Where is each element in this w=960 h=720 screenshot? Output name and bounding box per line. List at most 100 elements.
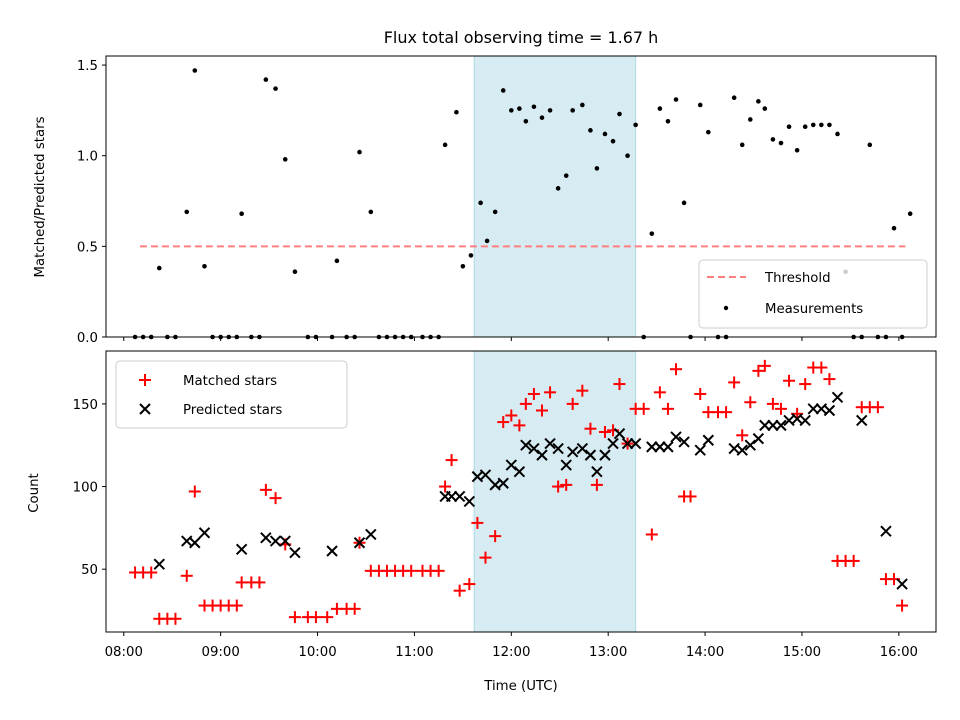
measurement-point bbox=[282, 157, 288, 162]
y-tick-label: 50 bbox=[81, 563, 98, 578]
predicted-star-point bbox=[189, 537, 201, 549]
measurement-point bbox=[731, 95, 737, 100]
measurement-point bbox=[454, 109, 459, 115]
matched-star-point bbox=[584, 422, 597, 435]
measurement-point bbox=[484, 238, 490, 244]
legend-predicted-swatch bbox=[139, 403, 151, 415]
predicted-star-point bbox=[694, 444, 706, 456]
matched-star-point bbox=[489, 530, 502, 543]
predicted-star-point bbox=[831, 391, 844, 403]
predicted-star-point bbox=[736, 444, 748, 456]
y-tick-label: 150 bbox=[73, 398, 98, 413]
measurement-point bbox=[810, 122, 816, 128]
predicted-star-point bbox=[607, 437, 619, 450]
measurement-point bbox=[610, 138, 616, 144]
matched-star-point bbox=[259, 483, 272, 496]
matched-star-point bbox=[823, 373, 836, 386]
matched-star-point bbox=[783, 374, 796, 387]
measurement-point bbox=[794, 147, 800, 153]
highlight-span-rect bbox=[473, 55, 637, 338]
predicted-star-point bbox=[775, 419, 787, 432]
measurement-point bbox=[706, 129, 711, 135]
x-tick-label: 09:00 bbox=[201, 645, 239, 660]
predicted-star-point bbox=[552, 442, 564, 455]
measurement-point bbox=[492, 209, 498, 215]
measurement-point bbox=[649, 231, 655, 236]
predicted-star-point bbox=[702, 434, 715, 446]
matched-star-point bbox=[145, 566, 158, 579]
matched-star-point bbox=[439, 480, 452, 493]
measurement-point bbox=[827, 122, 832, 128]
matched-star-point bbox=[766, 397, 779, 410]
predicted-star-point bbox=[744, 439, 757, 451]
measurement-point bbox=[468, 253, 474, 258]
measurement-point bbox=[697, 102, 703, 108]
matched-star-point bbox=[552, 480, 565, 493]
measurement-point bbox=[192, 68, 198, 73]
measurement-point bbox=[334, 258, 340, 264]
predicted-star-point bbox=[566, 446, 579, 458]
count-panel: 50 100 150 08:00 09:00 10:00 11:00 12:00 13:00 1… bbox=[27, 350, 937, 694]
matched-star-point bbox=[560, 478, 573, 491]
measurement-point bbox=[156, 265, 162, 271]
matched-star-point bbox=[497, 416, 510, 429]
measurement-point bbox=[184, 209, 190, 215]
predicted-star-point bbox=[823, 404, 836, 417]
matched-star-point bbox=[471, 516, 484, 529]
predicted-star-point bbox=[326, 545, 338, 557]
measurement-point bbox=[500, 88, 506, 93]
matched-star-point bbox=[432, 564, 445, 577]
measurement-point bbox=[835, 131, 840, 137]
predicted-star-point bbox=[365, 528, 377, 541]
predicted-star-point bbox=[235, 543, 248, 556]
predicted-star-point bbox=[260, 532, 272, 544]
matched-star-point bbox=[544, 386, 557, 399]
count-x-ticks: 08:00 09:00 10:00 11:00 12:00 13:00 14:00 15:00… bbox=[105, 632, 918, 660]
ratio-x-ticks bbox=[123, 337, 900, 341]
legend-matched-swatch bbox=[139, 374, 151, 386]
count-y-ticks: 50 100 150 bbox=[73, 398, 106, 578]
predicted-star-point bbox=[662, 441, 674, 453]
matched-star-point bbox=[613, 378, 626, 391]
x-tick-label: 16:00 bbox=[880, 645, 918, 660]
ratio-y-axis-label: Matched/Predicted stars bbox=[33, 116, 48, 277]
measurement-point bbox=[202, 263, 207, 269]
matched-star-point bbox=[453, 584, 466, 597]
x-tick-label: 12:00 bbox=[492, 645, 530, 660]
measurement-point bbox=[517, 106, 522, 111]
predicted-star-point bbox=[856, 414, 868, 427]
matched-star-point bbox=[463, 578, 476, 591]
predicted-star-point bbox=[153, 558, 165, 570]
measurement-point bbox=[665, 118, 671, 124]
measurement-point bbox=[357, 149, 362, 155]
measurement-point bbox=[580, 102, 585, 108]
measurement-point bbox=[442, 142, 448, 148]
measurement-point bbox=[292, 269, 298, 275]
matched-star-point bbox=[661, 402, 674, 415]
y-tick-label: 0.5 bbox=[77, 240, 98, 255]
measurement-point bbox=[891, 225, 897, 231]
measurement-point bbox=[770, 137, 776, 142]
matched-star-point bbox=[847, 554, 860, 567]
matched-star-point bbox=[815, 361, 828, 374]
matched-star-point bbox=[653, 386, 666, 399]
matched-star-point bbox=[645, 528, 658, 541]
predicted-star-point bbox=[269, 535, 282, 547]
x-tick-label: 13:00 bbox=[589, 645, 627, 660]
predicted-star-point bbox=[576, 442, 589, 455]
matched-star-point bbox=[576, 384, 589, 397]
predicted-star-point bbox=[463, 495, 476, 508]
measurement-point bbox=[509, 108, 514, 113]
ratio-y-ticks: 0.0 0.5 1.0 1.5 bbox=[77, 59, 106, 346]
matched-star-point bbox=[230, 599, 243, 612]
measurement-point bbox=[570, 108, 575, 113]
measurement-point bbox=[747, 117, 753, 122]
matched-star-point bbox=[180, 569, 193, 582]
predicted-star-point bbox=[799, 414, 811, 427]
predicted-star-point bbox=[560, 459, 572, 471]
measurement-point bbox=[867, 142, 873, 148]
measurement-point bbox=[273, 86, 278, 91]
measurement-point bbox=[239, 211, 244, 217]
measurement-point bbox=[460, 263, 466, 269]
